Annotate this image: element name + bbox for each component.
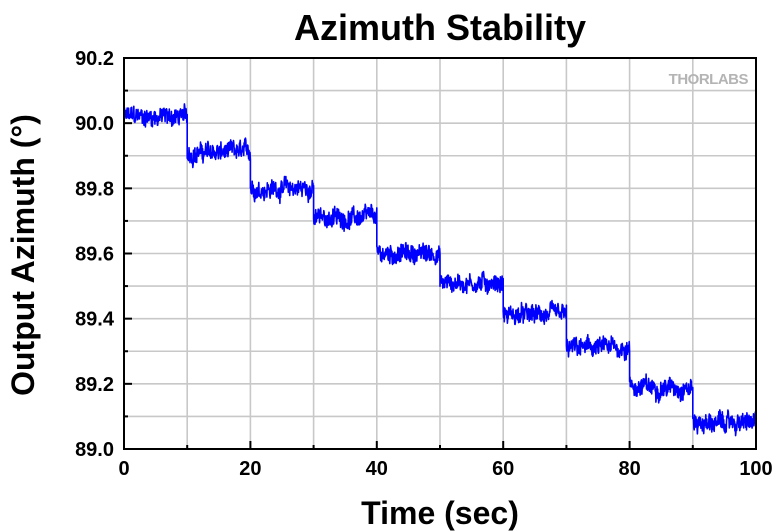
y-tick-label: 89.4: [75, 309, 115, 331]
y-tick-label: 89.2: [75, 374, 114, 396]
series-line-azimuth: [123, 103, 757, 437]
axis-ticks: [123, 57, 757, 450]
y-tick-labels: 89.0 89.2 89.4 89.6 89.8 90.0 90.2: [75, 48, 115, 461]
x-tick-labels: 0 20 40 60 80 100: [118, 458, 772, 480]
y-tick-label: 89.0: [75, 439, 114, 461]
x-tick-label: 0: [118, 458, 129, 480]
x-tick-label: 100: [739, 458, 772, 480]
thorlabs-logo: THORLABS: [669, 71, 749, 88]
y-tick-label: 90.2: [75, 48, 114, 70]
plot-area: [123, 103, 757, 437]
x-tick-label: 60: [492, 458, 514, 480]
x-axis-label: Time (sec): [361, 495, 519, 531]
chart-title: Azimuth Stability: [294, 7, 586, 48]
x-tick-label: 80: [618, 458, 640, 480]
y-tick-label: 90.0: [75, 113, 114, 135]
x-tick-label: 40: [366, 458, 388, 480]
y-axis-label: Output Azimuth (°): [5, 114, 41, 396]
y-tick-label: 89.6: [75, 244, 114, 266]
x-tick-label: 20: [239, 458, 261, 480]
y-tick-label: 89.8: [75, 178, 114, 200]
